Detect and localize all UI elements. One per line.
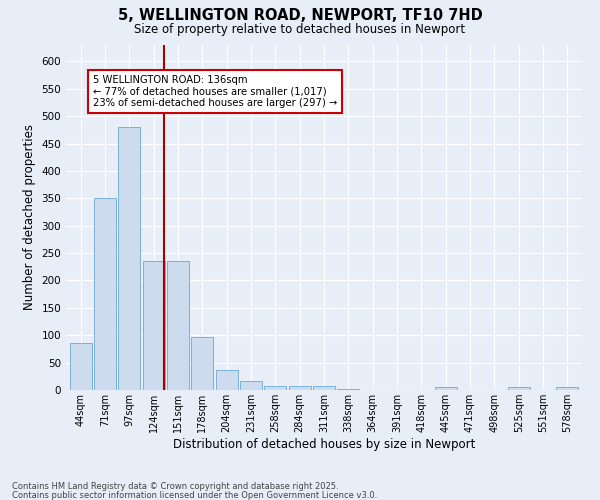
X-axis label: Distribution of detached houses by size in Newport: Distribution of detached houses by size … xyxy=(173,438,475,451)
Bar xyxy=(337,389,359,390)
Bar xyxy=(118,127,140,390)
Bar xyxy=(143,262,164,390)
Bar xyxy=(215,370,238,390)
Text: 5 WELLINGTON ROAD: 136sqm
← 77% of detached houses are smaller (1,017)
23% of se: 5 WELLINGTON ROAD: 136sqm ← 77% of detac… xyxy=(93,75,337,108)
Text: Contains public sector information licensed under the Open Government Licence v3: Contains public sector information licen… xyxy=(12,490,377,500)
Bar xyxy=(556,388,578,390)
Bar xyxy=(240,381,262,390)
Bar xyxy=(289,386,311,390)
Bar xyxy=(265,386,286,390)
Bar xyxy=(191,337,213,390)
Bar xyxy=(94,198,116,390)
Bar xyxy=(70,343,92,390)
Text: Size of property relative to detached houses in Newport: Size of property relative to detached ho… xyxy=(134,22,466,36)
Bar xyxy=(313,386,335,390)
Bar xyxy=(508,388,530,390)
Y-axis label: Number of detached properties: Number of detached properties xyxy=(23,124,36,310)
Bar xyxy=(435,388,457,390)
Bar xyxy=(167,262,189,390)
Text: 5, WELLINGTON ROAD, NEWPORT, TF10 7HD: 5, WELLINGTON ROAD, NEWPORT, TF10 7HD xyxy=(118,8,482,22)
Text: Contains HM Land Registry data © Crown copyright and database right 2025.: Contains HM Land Registry data © Crown c… xyxy=(12,482,338,491)
